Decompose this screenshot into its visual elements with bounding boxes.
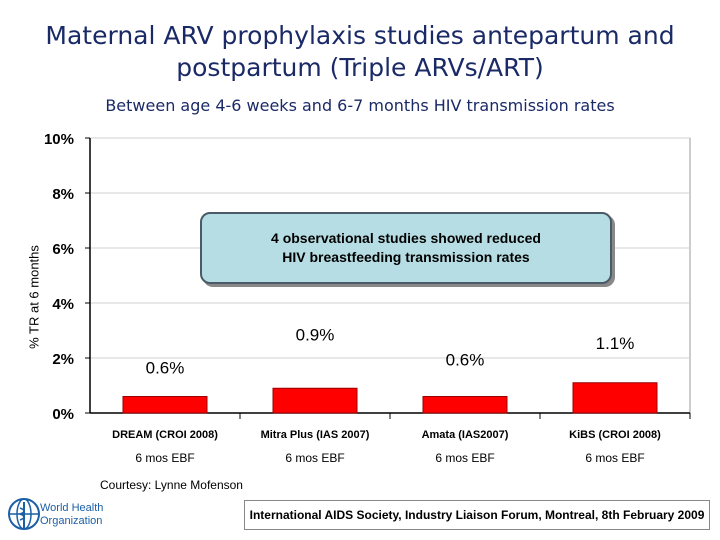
bar <box>422 396 508 414</box>
footer-text: International AIDS Society, Industry Lia… <box>249 508 705 522</box>
data-label: 0.6% <box>446 351 485 370</box>
bar <box>122 396 208 414</box>
y-tick-label: 10% <box>44 131 74 148</box>
x-category-label: Mitra Plus (IAS 2007) <box>261 429 370 441</box>
x-sublabel: 6 mos EBF <box>585 451 644 465</box>
x-sublabel: 6 mos EBF <box>435 451 494 465</box>
data-label: 0.9% <box>296 325 335 344</box>
x-sublabel: 6 mos EBF <box>285 451 344 465</box>
y-tick-label: 0% <box>52 406 74 423</box>
slide-title: Maternal ARV prophylaxis studies antepar… <box>45 21 675 82</box>
slide-subtitle: Between age 4-6 weeks and 6-7 months HIV… <box>105 96 615 115</box>
x-category-label: Amata (IAS2007) <box>422 429 509 441</box>
callout-box: 4 observational studies showed reduced H… <box>200 212 612 284</box>
data-label: 0.6% <box>146 359 185 378</box>
y-tick-label: 8% <box>52 186 74 203</box>
y-tick-label: 4% <box>52 296 74 313</box>
y-tick-label: 2% <box>52 351 74 368</box>
bar <box>272 387 358 414</box>
x-category-label: KiBS (CROI 2008) <box>569 429 661 441</box>
logo-text: World Health Organization <box>40 502 104 527</box>
bar <box>572 382 658 414</box>
callout-text: 4 observational studies showed reduced H… <box>271 230 541 265</box>
courtesy-text: Courtesy: Lynne Mofenson <box>100 478 243 492</box>
x-category-label: DREAM (CROI 2008) <box>112 429 218 441</box>
y-tick-label: 6% <box>52 241 74 258</box>
x-sublabel: 6 mos EBF <box>135 451 194 465</box>
footer-bar: International AIDS Society, Industry Lia… <box>244 500 710 530</box>
who-logo-icon <box>8 498 40 530</box>
data-label: 1.1% <box>596 334 635 353</box>
